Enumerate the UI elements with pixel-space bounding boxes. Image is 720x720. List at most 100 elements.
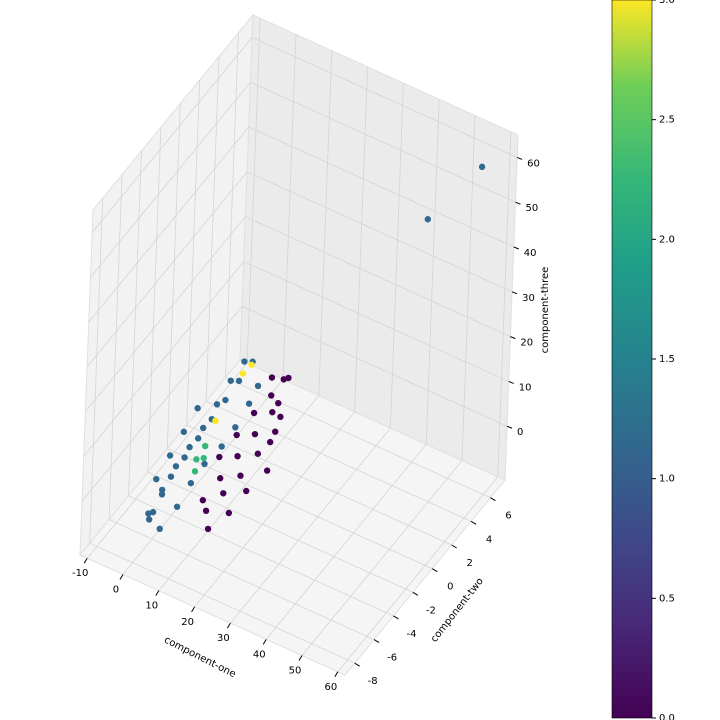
- y-tick: [354, 662, 360, 667]
- point: [277, 413, 284, 421]
- y-tick: [451, 544, 457, 549]
- point: [194, 405, 201, 412]
- x-tick-label: 60: [324, 682, 337, 693]
- x-tick-label: 50: [289, 666, 302, 677]
- z-tick-label: 60: [527, 158, 540, 169]
- point: [285, 374, 292, 382]
- grid-line: [205, 400, 472, 522]
- z-tick-label: 40: [524, 248, 537, 259]
- z-tick: [511, 291, 518, 295]
- x-tick: [298, 655, 303, 661]
- point: [217, 475, 224, 482]
- point: [243, 487, 250, 495]
- grid: [81, 18, 518, 673]
- x-tick-label: 20: [181, 617, 194, 628]
- z-tick-label: 30: [522, 293, 535, 304]
- grid-line: [282, 34, 297, 380]
- colorbar-tick-label: 3.0: [659, 0, 675, 6]
- grid-line: [265, 444, 427, 640]
- point: [145, 516, 153, 523]
- grid-line: [86, 362, 248, 559]
- y-tick-label: -2: [426, 605, 436, 616]
- grid-line: [246, 18, 261, 364]
- grid-line: [108, 519, 375, 640]
- point: [237, 472, 244, 479]
- point: [275, 399, 282, 407]
- x-tick-label: 40: [253, 649, 266, 660]
- point: [216, 453, 223, 461]
- colorbar: [611, 0, 653, 719]
- point: [199, 424, 207, 432]
- y-tick: [470, 520, 477, 525]
- point: [227, 377, 234, 384]
- grid-line: [241, 305, 508, 427]
- point: [251, 430, 259, 438]
- point: [204, 525, 212, 533]
- y-tick-label: 6: [505, 511, 511, 522]
- z-tick: [516, 156, 523, 160]
- grid-line: [86, 171, 248, 368]
- point: [268, 392, 275, 399]
- point: [200, 454, 207, 462]
- y-tick-label: 0: [447, 582, 453, 593]
- z-tick-label: 10: [519, 382, 532, 393]
- point: [202, 507, 210, 515]
- point: [235, 377, 243, 385]
- y-tick: [373, 639, 380, 643]
- point: [225, 509, 233, 517]
- point: [145, 510, 152, 517]
- point: [199, 497, 207, 504]
- y-tick-label: 2: [466, 558, 472, 569]
- grid-line: [81, 305, 243, 502]
- point: [212, 417, 219, 425]
- x-tick: [119, 574, 124, 580]
- x-tick: [155, 590, 160, 596]
- grid-line: [497, 131, 512, 477]
- colorbar-tick-label: 1.0: [659, 474, 675, 485]
- grid-line: [248, 126, 514, 248]
- point: [180, 428, 188, 436]
- x-tick: [191, 606, 196, 613]
- grid-line: [83, 261, 245, 457]
- z-tick: [513, 246, 519, 250]
- point: [173, 503, 181, 510]
- z-tick-label: 50: [525, 203, 538, 214]
- y-tick-label: -8: [368, 676, 378, 687]
- y-tick-label: 4: [486, 534, 492, 545]
- grid-line: [461, 115, 476, 461]
- grid-line: [354, 66, 368, 412]
- point: [194, 435, 202, 442]
- grid-line: [85, 216, 246, 412]
- point: [269, 408, 276, 416]
- grid-line: [186, 424, 452, 546]
- x-tick-label: 0: [113, 584, 119, 595]
- y-tick: [490, 497, 496, 502]
- x-tick: [226, 622, 231, 629]
- grid-line: [158, 395, 320, 591]
- colorbar-ticks: 0.0 0.5 1.0 1.5 2.0 2.5 3.0: [652, 0, 675, 720]
- labels: -100102030405060-8-6-4-20246010203040506…: [72, 156, 540, 693]
- point: [222, 396, 229, 404]
- x-tick-label: 30: [217, 633, 230, 644]
- point: [268, 374, 276, 381]
- grid-line: [90, 81, 251, 278]
- z-tick-label: 20: [520, 338, 533, 349]
- point: [172, 463, 180, 470]
- z-tick: [506, 425, 513, 429]
- grid-line: [128, 495, 394, 617]
- colorbar-tick-label: 2.5: [659, 115, 675, 126]
- point: [254, 382, 262, 390]
- colorbar-tick-label: 1.5: [659, 354, 675, 365]
- grid-line: [390, 83, 404, 429]
- point: [186, 443, 193, 451]
- z-axis-label: component-three: [540, 267, 551, 354]
- grid-line: [166, 103, 181, 449]
- y-tick: [412, 591, 419, 596]
- point: [167, 473, 175, 480]
- grid-line: [225, 32, 239, 378]
- z-tick-label: 0: [517, 427, 523, 438]
- panes: [79, 13, 519, 676]
- point: [220, 490, 227, 497]
- x-tick-label: -10: [72, 568, 88, 579]
